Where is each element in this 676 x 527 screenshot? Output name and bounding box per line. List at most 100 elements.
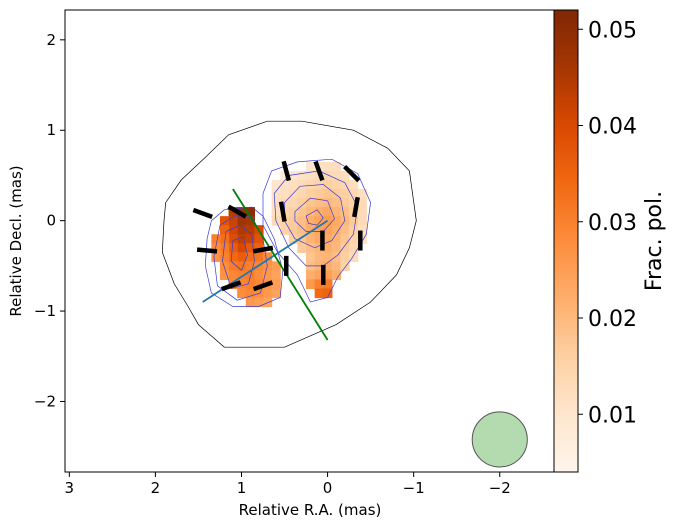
polarization-pixel xyxy=(323,270,333,281)
polarization-pixel xyxy=(245,207,256,217)
evpa-vector xyxy=(252,245,274,254)
polarization-pixel xyxy=(219,216,230,226)
polarization-pixel xyxy=(314,243,324,253)
y-tick-label: 1 xyxy=(46,121,56,139)
polarization-pixel xyxy=(263,288,273,299)
polarization-pixel xyxy=(288,207,299,217)
polarization-pixel xyxy=(288,179,299,190)
polarization-pixel xyxy=(237,279,247,290)
polarization-pixel xyxy=(211,243,221,253)
polarization-pixel xyxy=(349,216,359,226)
polarized-intensity-contour xyxy=(273,170,359,267)
polarization-pixel xyxy=(331,270,342,281)
polarization-pixel xyxy=(263,252,273,262)
polarization-pixel xyxy=(297,189,307,199)
polarization-pixel xyxy=(219,261,230,271)
polarization-pixel xyxy=(349,189,359,199)
polarization-pixel xyxy=(237,243,247,253)
polarization-pixel xyxy=(297,216,307,226)
polarized-intensity-contour xyxy=(284,184,346,249)
polarization-pixel xyxy=(349,252,359,262)
polarized-intensity-contour xyxy=(222,224,255,289)
polarization-pixel xyxy=(288,189,299,199)
polarization-pixel xyxy=(245,261,256,271)
polarization-pixel xyxy=(228,261,238,271)
polarization-pixel xyxy=(331,170,342,181)
polarization-pixel xyxy=(237,261,247,271)
polarization-pixel xyxy=(271,279,281,290)
evpa-vector xyxy=(281,160,292,182)
polarization-pixel xyxy=(323,161,333,172)
plot-area xyxy=(161,120,528,468)
polarization-pixel xyxy=(306,198,316,208)
polarization-pixel xyxy=(271,270,281,281)
polarization-pixel xyxy=(331,252,342,262)
polarization-pixel xyxy=(357,216,367,226)
polarization-pixel xyxy=(314,252,324,262)
polarization-pixel xyxy=(237,234,247,244)
polarization-pixel xyxy=(271,288,281,299)
polarization-pixel xyxy=(340,179,350,190)
polarization-pixel xyxy=(340,225,350,235)
polarization-pixel xyxy=(323,207,333,217)
polarization-pixel xyxy=(263,270,273,281)
colorbar-tick-label: 0.01 xyxy=(588,403,637,428)
polarization-pixel xyxy=(314,225,324,235)
polarization-pixel xyxy=(306,243,316,253)
x-tick-label: −1 xyxy=(403,479,425,497)
polarization-pixel xyxy=(331,207,342,217)
polarization-pixel xyxy=(263,261,273,271)
polarization-pixel xyxy=(254,279,264,290)
polarization-pixel xyxy=(306,179,316,190)
polarization-pixel xyxy=(245,252,256,262)
polarization-pixel xyxy=(254,270,264,281)
polarization-pixel xyxy=(288,198,299,208)
colorbar-tick-label: 0.05 xyxy=(588,18,637,43)
polarization-pixel xyxy=(357,189,367,199)
colorbar-tick-label: 0.03 xyxy=(588,211,637,236)
y-axis-label: Relative Decl. (mas) xyxy=(7,165,25,316)
polarization-pixel xyxy=(314,216,324,226)
polarization-pixel xyxy=(297,170,307,181)
polarization-pixel xyxy=(245,234,256,244)
polarization-pixel xyxy=(211,252,221,262)
polarization-pixel xyxy=(349,225,359,235)
polarization-pixel xyxy=(237,288,247,299)
y-tick-label: −1 xyxy=(34,302,56,320)
polarization-pixel xyxy=(340,252,350,262)
polarization-pixel xyxy=(340,189,350,199)
polarization-pixel xyxy=(306,189,316,199)
polarization-pixel xyxy=(323,189,333,199)
polarization-pixel xyxy=(271,179,281,190)
polarization-pixel xyxy=(331,189,342,199)
polarization-pixel xyxy=(357,225,367,235)
polarization-pixel xyxy=(245,288,256,299)
pixel-region xyxy=(211,207,281,308)
polarization-pixel xyxy=(228,207,238,217)
polarization-pixel xyxy=(245,279,256,290)
polarization-pixel xyxy=(297,207,307,217)
polarization-pixel xyxy=(323,234,333,244)
evpa-vector xyxy=(278,201,287,222)
polarization-pixel xyxy=(245,225,256,235)
evpa-vector xyxy=(192,207,213,219)
colorbar-label: Frac. pol. xyxy=(642,191,667,291)
polarization-pixel xyxy=(314,207,324,217)
polarization-pixel xyxy=(237,216,247,226)
polarization-pixel xyxy=(254,234,264,244)
colorbar-ticks: 0.01 0.02 0.03 0.04 0.05 xyxy=(578,18,637,428)
polarization-pixel xyxy=(314,189,324,199)
polarization-pixel xyxy=(323,252,333,262)
polarization-pixel xyxy=(228,270,238,281)
y-tick-label: −2 xyxy=(34,392,56,410)
polarization-pixel xyxy=(280,225,290,235)
x-axis: 3 2 1 0 −1 −2 xyxy=(65,472,511,497)
polarization-pixel xyxy=(340,170,350,181)
polarization-pixel xyxy=(254,297,264,308)
polarization-pixel xyxy=(219,270,230,281)
polarization-pixel xyxy=(340,207,350,217)
polarization-pixel xyxy=(219,234,230,244)
polarization-pixel xyxy=(228,234,238,244)
y-tick-label: 0 xyxy=(46,212,56,230)
